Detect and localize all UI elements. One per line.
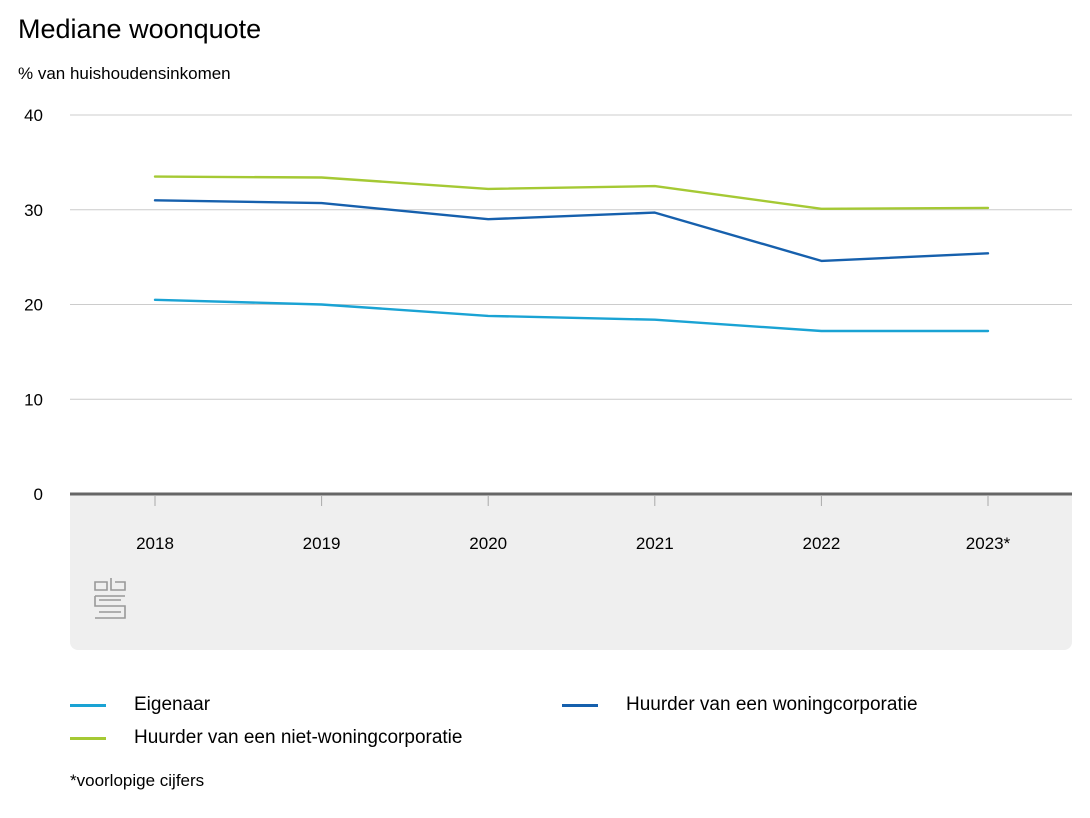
y-tick-label: 10	[24, 390, 43, 409]
chart-legend: Eigenaar Huurder van een woningcorporati…	[70, 694, 1070, 754]
series-line-2	[153, 175, 990, 211]
y-tick-label: 30	[24, 201, 43, 220]
logo-stroke	[94, 596, 126, 619]
chart-subtitle: % van huishoudensinkomen	[18, 64, 231, 83]
legend-label: Eigenaar	[134, 694, 211, 715]
logo-stroke	[110, 578, 126, 591]
legend-label: Huurder van een niet-woningcorporatie	[134, 727, 463, 748]
logo-stroke	[94, 581, 108, 591]
x-tick-label: 2022	[802, 534, 840, 553]
x-tick-label: 2020	[469, 534, 507, 553]
legend-swatch	[70, 736, 106, 740]
logo-stroke	[99, 599, 121, 613]
legend-item-huurder-woningcorporatie: Huurder van een woningcorporatie	[562, 694, 918, 716]
x-tick-label: 2023*	[966, 534, 1011, 553]
series-line-1	[153, 199, 990, 263]
legend-item-eigenaar: Eigenaar	[70, 694, 210, 716]
cbs-logo-icon	[94, 578, 126, 619]
y-tick-label: 20	[24, 296, 43, 315]
line-chart: 0 10 20 30 40 2018 2019 2020 2021 2022 2023*	[24, 106, 1072, 650]
x-axis-panel	[70, 494, 1072, 650]
legend-label: Huurder van een woningcorporatie	[626, 694, 918, 715]
x-tick-label: 2021	[636, 534, 674, 553]
x-axis-panel-top	[70, 494, 1072, 504]
y-tick-label: 40	[24, 106, 43, 125]
series-line-0	[153, 298, 990, 333]
y-tick-label: 0	[34, 485, 43, 504]
x-tick-label: 2018	[136, 534, 174, 553]
chart-title: Mediane woonquote	[18, 14, 262, 44]
footnote: *voorlopige cijfers	[70, 771, 205, 790]
legend-swatch	[562, 703, 598, 707]
legend-item-huurder-niet-woningcorporatie: Huurder van een niet-woningcorporatie	[70, 727, 462, 749]
x-tick-label: 2019	[303, 534, 341, 553]
legend-swatch	[70, 703, 106, 707]
